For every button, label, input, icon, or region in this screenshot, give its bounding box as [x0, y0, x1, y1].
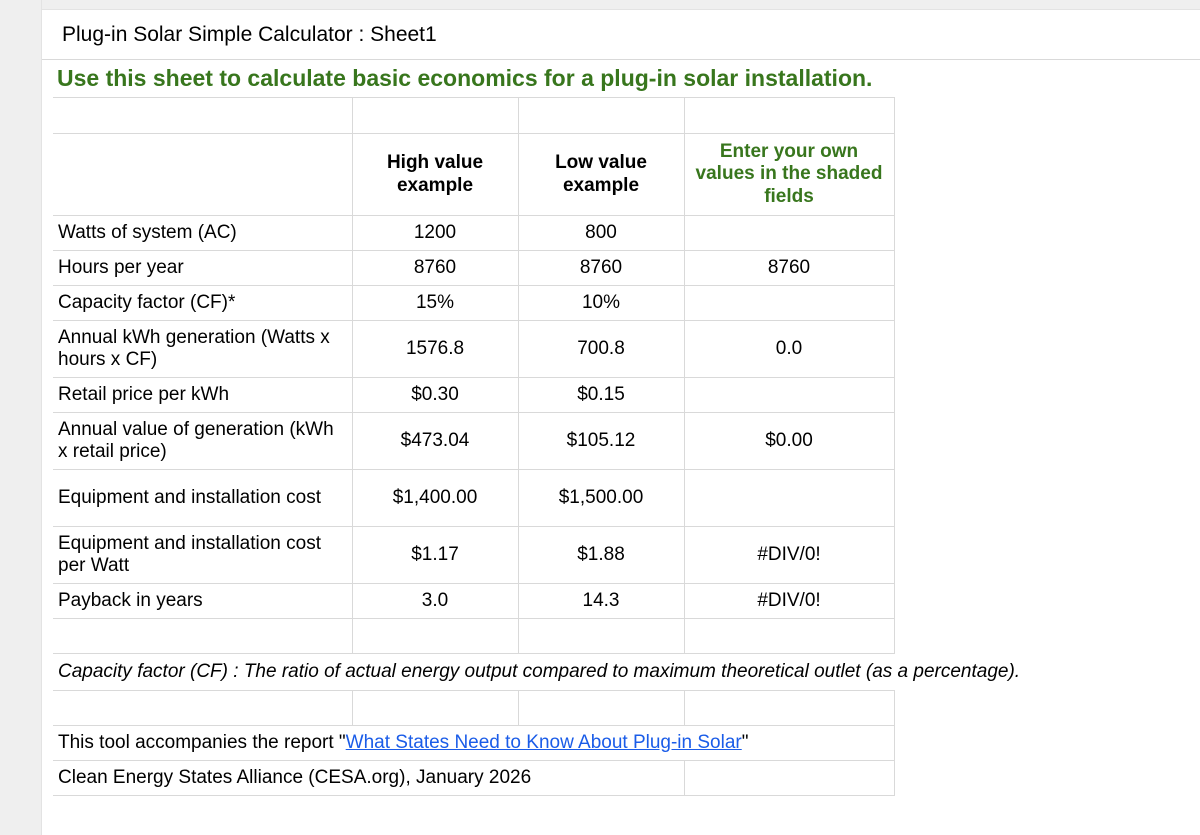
low-value-cell[interactable]: 800 — [517, 215, 685, 251]
row-label: Watts of system (AC) — [53, 215, 353, 251]
empty-cell — [53, 690, 353, 726]
table-row: Equipment and installation cost per Watt… — [53, 526, 895, 584]
high-value-cell[interactable]: 15% — [351, 285, 519, 321]
own-value-cell[interactable] — [683, 215, 895, 251]
high-value-cell[interactable]: 1576.8 — [351, 320, 519, 378]
header-row: High value example Low value example Ent… — [53, 133, 895, 216]
own-value-cell[interactable]: 0.0 — [683, 320, 895, 378]
high-value-cell[interactable]: 1200 — [351, 215, 519, 251]
report-line-prefix: This tool accompanies the report " — [58, 731, 346, 753]
report-link[interactable]: What States Need to Know About Plug-in S… — [345, 731, 742, 753]
low-value-cell[interactable]: 8760 — [517, 250, 685, 286]
high-value-cell[interactable]: $473.04 — [351, 412, 519, 470]
empty-cell — [517, 618, 685, 654]
low-value-cell[interactable]: $105.12 — [517, 412, 685, 470]
row-label: Retail price per kWh — [53, 377, 353, 413]
high-value-cell[interactable]: $1,400.00 — [351, 469, 519, 527]
row-label: Payback in years — [53, 583, 353, 619]
spacer-row — [53, 618, 895, 654]
page-top-margin — [0, 0, 1200, 10]
own-value-cell[interactable]: #DIV/0! — [683, 583, 895, 619]
own-value-cell[interactable]: #DIV/0! — [683, 526, 895, 584]
row-label: Annual kWh generation (Watts x hours x C… — [53, 320, 353, 378]
empty-cell — [53, 133, 353, 216]
high-value-cell[interactable]: $1.17 — [351, 526, 519, 584]
table-row: Annual kWh generation (Watts x hours x C… — [53, 320, 895, 378]
table-row: Watts of system (AC) 1200 800 — [53, 215, 895, 251]
table-row: Equipment and installation cost $1,400.0… — [53, 469, 895, 527]
empty-cell — [53, 97, 353, 134]
empty-cell — [351, 97, 519, 134]
page-left-margin — [0, 0, 42, 835]
own-value-cell[interactable]: $0.00 — [683, 412, 895, 470]
table-row: Payback in years 3.0 14.3 #DIV/0! — [53, 583, 895, 619]
sheet-content: Plug-in Solar Simple Calculator : Sheet1… — [42, 10, 1200, 835]
page-title: Plug-in Solar Simple Calculator : Sheet1 — [42, 10, 1200, 60]
empty-cell — [351, 618, 519, 654]
row-label: Capacity factor (CF)* — [53, 285, 353, 321]
own-value-cell[interactable] — [683, 377, 895, 413]
low-value-cell[interactable]: 14.3 — [517, 583, 685, 619]
empty-cell — [351, 690, 519, 726]
own-value-cell[interactable] — [683, 285, 895, 321]
empty-cell — [683, 760, 895, 796]
report-line: This tool accompanies the report "What S… — [53, 725, 895, 761]
low-value-cell[interactable]: 10% — [517, 285, 685, 321]
empty-cell — [683, 618, 895, 654]
calculator-table: High value example Low value example Ent… — [53, 97, 1020, 796]
empty-cell — [517, 97, 685, 134]
high-value-cell[interactable]: 8760 — [351, 250, 519, 286]
high-value-cell[interactable]: 3.0 — [351, 583, 519, 619]
row-label: Annual value of generation (kWh x retail… — [53, 412, 353, 470]
table-row: Capacity factor (CF)* 15% 10% — [53, 285, 895, 321]
spacer-row — [53, 690, 895, 726]
report-line-suffix: " — [741, 731, 749, 753]
footnote-row: Capacity factor (CF) : The ratio of actu… — [53, 653, 1020, 691]
low-value-cell[interactable]: 700.8 — [517, 320, 685, 378]
capacity-factor-note: Capacity factor (CF) : The ratio of actu… — [53, 653, 1020, 691]
own-value-cell[interactable]: 8760 — [683, 250, 895, 286]
row-label: Equipment and installation cost — [53, 469, 353, 527]
sheet-subtitle: Use this sheet to calculate basic econom… — [57, 65, 873, 91]
row-label: Equipment and installation cost per Watt — [53, 526, 353, 584]
high-value-cell[interactable]: $0.30 — [351, 377, 519, 413]
report-row: This tool accompanies the report "What S… — [53, 725, 895, 761]
empty-cell — [683, 690, 895, 726]
table-row: Retail price per kWh $0.30 $0.15 — [53, 377, 895, 413]
table-row: Annual value of generation (kWh x retail… — [53, 412, 895, 470]
empty-cell — [53, 618, 353, 654]
header-low-value: Low value example — [517, 133, 685, 216]
spacer-row — [53, 97, 895, 134]
row-label: Hours per year — [53, 250, 353, 286]
org-line: Clean Energy States Alliance (CESA.org),… — [53, 760, 685, 796]
low-value-cell[interactable]: $0.15 — [517, 377, 685, 413]
low-value-cell[interactable]: $1,500.00 — [517, 469, 685, 527]
org-row: Clean Energy States Alliance (CESA.org),… — [53, 760, 895, 796]
table-row: Hours per year 8760 8760 8760 — [53, 250, 895, 286]
own-value-cell[interactable] — [683, 469, 895, 527]
empty-cell — [683, 97, 895, 134]
header-own-values: Enter your own values in the shaded fiel… — [683, 133, 895, 216]
empty-cell — [517, 690, 685, 726]
low-value-cell[interactable]: $1.88 — [517, 526, 685, 584]
header-high-value: High value example — [351, 133, 519, 216]
